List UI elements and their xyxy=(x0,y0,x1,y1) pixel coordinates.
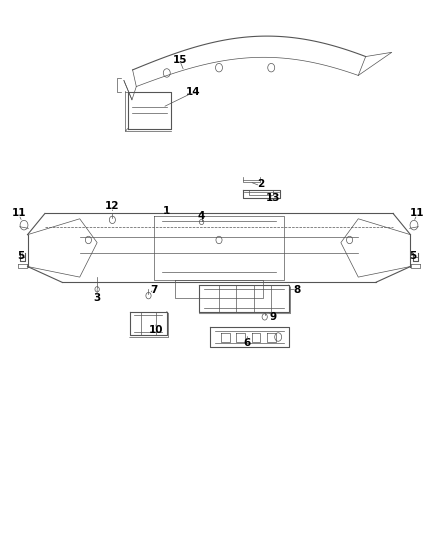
Text: 6: 6 xyxy=(244,338,251,349)
Text: 15: 15 xyxy=(173,55,187,64)
Text: 10: 10 xyxy=(148,325,163,335)
Text: 11: 11 xyxy=(410,208,424,219)
Text: 2: 2 xyxy=(257,179,264,189)
Text: 12: 12 xyxy=(105,200,120,211)
Text: 9: 9 xyxy=(270,312,277,322)
Text: 8: 8 xyxy=(294,285,301,295)
Text: 14: 14 xyxy=(186,86,200,96)
Text: 5: 5 xyxy=(18,251,25,261)
Text: 11: 11 xyxy=(11,208,26,219)
Text: 5: 5 xyxy=(409,251,416,261)
Text: 13: 13 xyxy=(266,192,281,203)
Text: 1: 1 xyxy=(163,206,170,216)
Text: 7: 7 xyxy=(150,285,157,295)
Text: 3: 3 xyxy=(93,293,101,303)
Text: 4: 4 xyxy=(198,211,205,221)
